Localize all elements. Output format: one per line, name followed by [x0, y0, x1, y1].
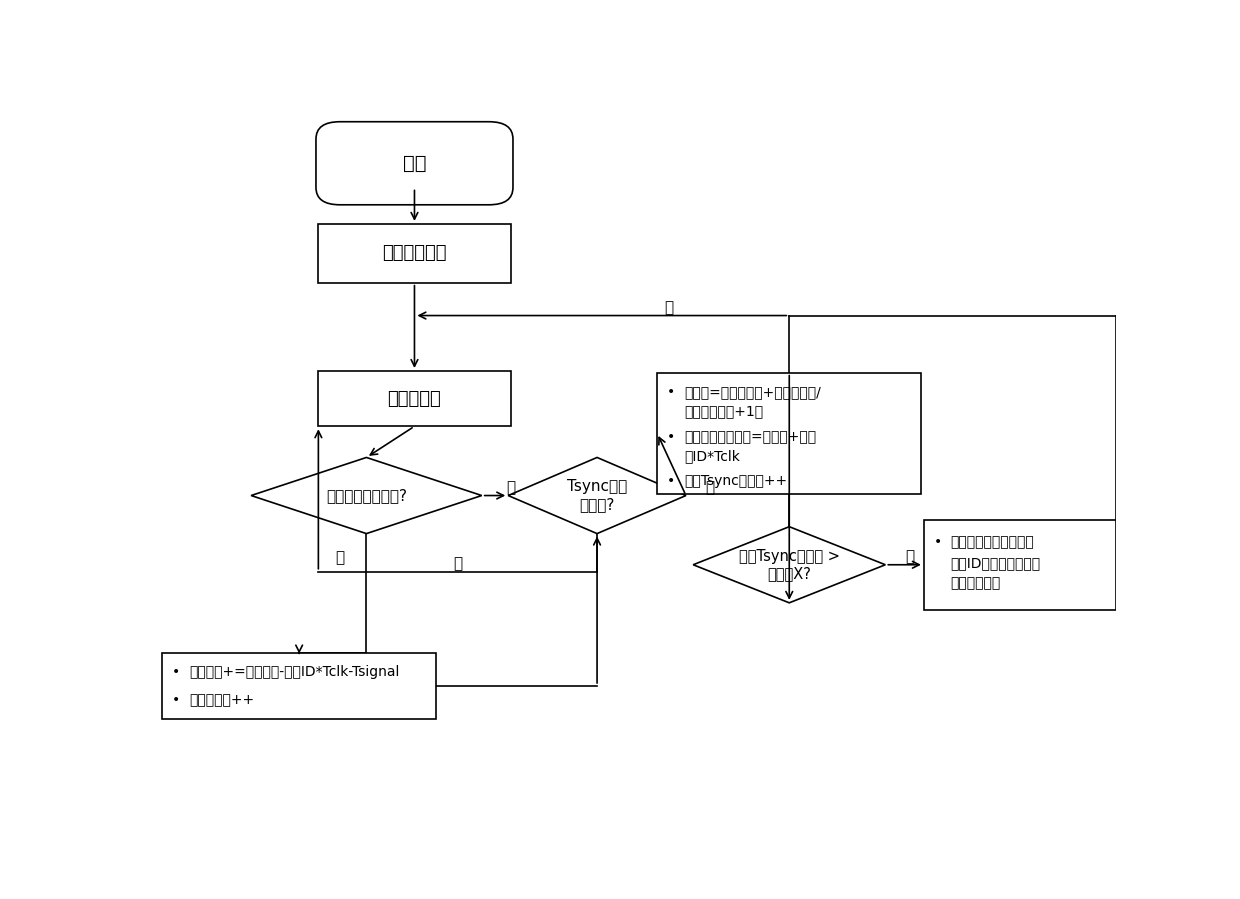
FancyBboxPatch shape [316, 121, 513, 205]
Bar [924, 520, 1116, 610]
Text: 是: 是 [335, 550, 343, 565]
Text: 否: 否 [665, 299, 673, 315]
Text: 否: 否 [453, 556, 463, 571]
Text: 是: 是 [706, 480, 714, 494]
Polygon shape [508, 458, 686, 534]
Text: （累计时钟数+1）: （累计时钟数+1） [684, 405, 763, 419]
Text: 开始: 开始 [403, 154, 427, 173]
Text: 累计时钟数++: 累计时钟数++ [190, 693, 254, 708]
Text: 累计时钟+=接收时间-基站ID*Tclk-Tsignal: 累计时钟+=接收时间-基站ID*Tclk-Tsignal [190, 665, 399, 680]
Text: 读取寄存器: 读取寄存器 [388, 389, 441, 407]
Text: •: • [667, 385, 675, 399]
Text: 设置时钟信标中断=新时钟+本基: 设置时钟信标中断=新时钟+本基 [684, 430, 816, 444]
Text: •: • [934, 535, 941, 549]
Text: 进入接收模式: 进入接收模式 [382, 245, 446, 263]
Text: 数据接收中断: 数据接收中断 [951, 576, 1001, 591]
Text: •: • [667, 474, 675, 488]
Bar [319, 224, 511, 282]
Bar [162, 653, 436, 719]
Text: 否: 否 [506, 480, 515, 494]
Text: 站ID*Tclk: 站ID*Tclk [684, 450, 740, 464]
Bar [657, 373, 921, 494]
Bar [319, 371, 511, 426]
Text: 新时钟=（当前时钟+累计时钟）/: 新时钟=（当前时钟+累计时钟）/ [684, 385, 821, 399]
Text: •: • [667, 430, 675, 444]
Text: 是: 是 [905, 549, 914, 564]
Text: Tsync时间
到了吗?: Tsync时间 到了吗? [567, 479, 627, 512]
Text: 收到时钟信标了吗?: 收到时钟信标了吗? [326, 488, 407, 503]
Text: •: • [172, 665, 180, 680]
Text: 持续Tsync周期数 >
预设值X?: 持续Tsync周期数 > 预设值X? [739, 548, 839, 581]
Text: •: • [172, 693, 180, 708]
Text: 基站ID号，并设置返回: 基站ID号，并设置返回 [951, 556, 1040, 570]
Text: 持续Tsync周期数++: 持续Tsync周期数++ [684, 474, 787, 488]
Text: 向中心服务器发送自身: 向中心服务器发送自身 [951, 535, 1034, 549]
Polygon shape [250, 458, 481, 534]
Polygon shape [693, 527, 885, 603]
